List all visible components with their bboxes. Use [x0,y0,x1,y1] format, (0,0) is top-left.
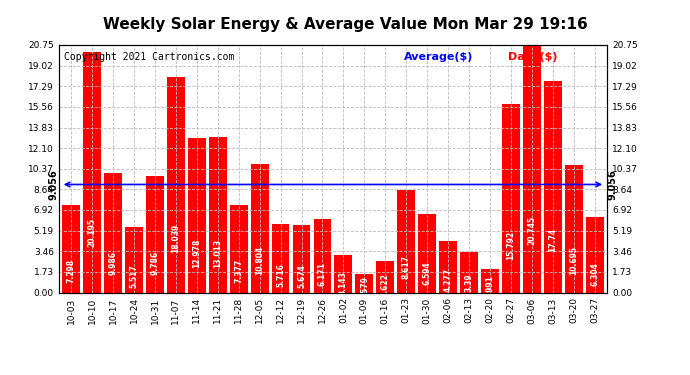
Text: 9.056: 9.056 [48,169,58,200]
Text: 17.74: 17.74 [549,228,558,252]
Bar [104,173,122,292]
Text: 13.013: 13.013 [213,239,222,268]
Bar [502,104,520,292]
Text: Daily($): Daily($) [509,53,558,62]
Text: 3.39: 3.39 [464,273,473,292]
Text: 12.978: 12.978 [193,239,201,268]
Text: 9.786: 9.786 [150,251,159,275]
Text: 10.695: 10.695 [569,246,578,275]
Bar [376,261,394,292]
Text: 1.991: 1.991 [486,274,495,298]
Bar [565,165,582,292]
Bar [62,206,80,292]
Text: 10.804: 10.804 [255,246,264,275]
Text: 9.986: 9.986 [108,251,117,275]
Bar [544,81,562,292]
Text: 7.298: 7.298 [67,259,76,283]
Bar [460,252,478,292]
Bar [523,45,541,292]
Text: 6.304: 6.304 [590,262,599,286]
Bar [125,227,143,292]
Bar [188,138,206,292]
Text: 20.745: 20.745 [527,216,536,245]
Bar [439,242,457,292]
Text: 5.716: 5.716 [276,264,285,287]
Text: Copyright 2021 Cartronics.com: Copyright 2021 Cartronics.com [64,53,235,62]
Bar [83,52,101,292]
Bar [481,269,499,292]
Text: Average($): Average($) [404,53,473,62]
Bar [586,217,604,292]
Text: 5.517: 5.517 [130,264,139,288]
Text: 8.617: 8.617 [402,255,411,279]
Bar [230,204,248,292]
Bar [335,255,353,292]
Bar [397,190,415,292]
Bar [209,137,227,292]
Text: 6.171: 6.171 [318,262,327,286]
Bar [146,176,164,292]
Text: 3.143: 3.143 [339,271,348,295]
Bar [250,164,268,292]
Text: 20.195: 20.195 [88,218,97,247]
Text: 4.277: 4.277 [444,268,453,292]
Text: 9.056: 9.056 [608,169,618,200]
Text: 5.674: 5.674 [297,264,306,288]
Bar [293,225,310,292]
Text: 6.594: 6.594 [423,261,432,285]
Bar [418,214,436,292]
Bar [355,274,373,292]
Text: 18.039: 18.039 [171,224,180,254]
Text: 15.792: 15.792 [506,231,515,260]
Bar [313,219,331,292]
Text: 7.377: 7.377 [234,258,243,283]
Bar [272,224,290,292]
Text: 1.579: 1.579 [359,276,369,300]
Bar [167,77,185,292]
Text: 2.622: 2.622 [381,273,390,297]
Text: Weekly Solar Energy & Average Value Mon Mar 29 19:16: Weekly Solar Energy & Average Value Mon … [103,17,587,32]
